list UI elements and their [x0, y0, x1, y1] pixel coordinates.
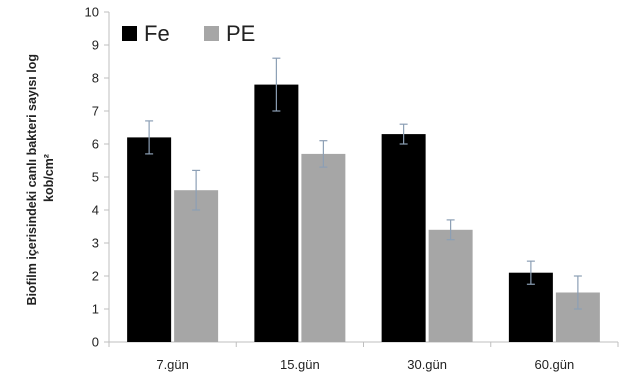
bar-fe-3	[381, 134, 426, 342]
x-tick-label: 60.gün	[534, 357, 574, 372]
y-tick-label: 2	[92, 269, 99, 284]
y-axis-label-line2: kob/cm²	[42, 154, 56, 202]
legend-label-pe: PE	[226, 21, 255, 46]
legend-swatch-fe	[122, 26, 137, 41]
labels: 0 1 2 3 4 5 6 7 8 9 10 7.gün 15.gün 30.gün 60.gün	[85, 5, 575, 373]
x-tick-label: 30.gün	[407, 357, 447, 372]
y-tick-label: 6	[92, 137, 99, 152]
x-tick-label: 15.gün	[280, 357, 320, 372]
y-tick-label: 4	[92, 203, 99, 218]
bar-fe-2	[254, 84, 299, 342]
error-bars	[145, 57, 582, 310]
y-tick-label: 1	[92, 302, 99, 317]
y-tick-label: 10	[85, 5, 99, 20]
y-tick-label: 7	[92, 104, 99, 119]
y-axis-label: Biofilm içerisindeki canlı bakteri sayıs…	[25, 51, 56, 306]
y-axis-label-line1: Biofilm içerisindeki canlı bakteri sayıs…	[25, 54, 39, 305]
legend-label-fe: Fe	[144, 21, 170, 46]
y-tick-label: 5	[92, 170, 99, 185]
legend-swatch-pe	[204, 26, 219, 41]
x-tick-label: 7.gün	[156, 357, 189, 372]
legend: Fe PE	[122, 21, 255, 46]
y-tick-label: 3	[92, 236, 99, 251]
bars	[127, 84, 600, 342]
y-tick-label: 0	[92, 335, 99, 350]
bar-pe-2	[301, 153, 346, 342]
y-tick-label: 9	[92, 38, 99, 53]
y-tick-label: 8	[92, 71, 99, 86]
bar-fe-1	[127, 137, 172, 342]
bar-pe-1	[174, 190, 219, 342]
bar-pe-3	[428, 229, 473, 342]
